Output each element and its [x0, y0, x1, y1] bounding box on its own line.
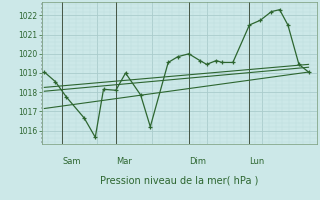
Text: Sam: Sam — [62, 157, 81, 166]
Text: Pression niveau de la mer( hPa ): Pression niveau de la mer( hPa ) — [100, 175, 258, 185]
Text: Dim: Dim — [189, 157, 206, 166]
Text: Lun: Lun — [249, 157, 265, 166]
Text: Mar: Mar — [116, 157, 132, 166]
